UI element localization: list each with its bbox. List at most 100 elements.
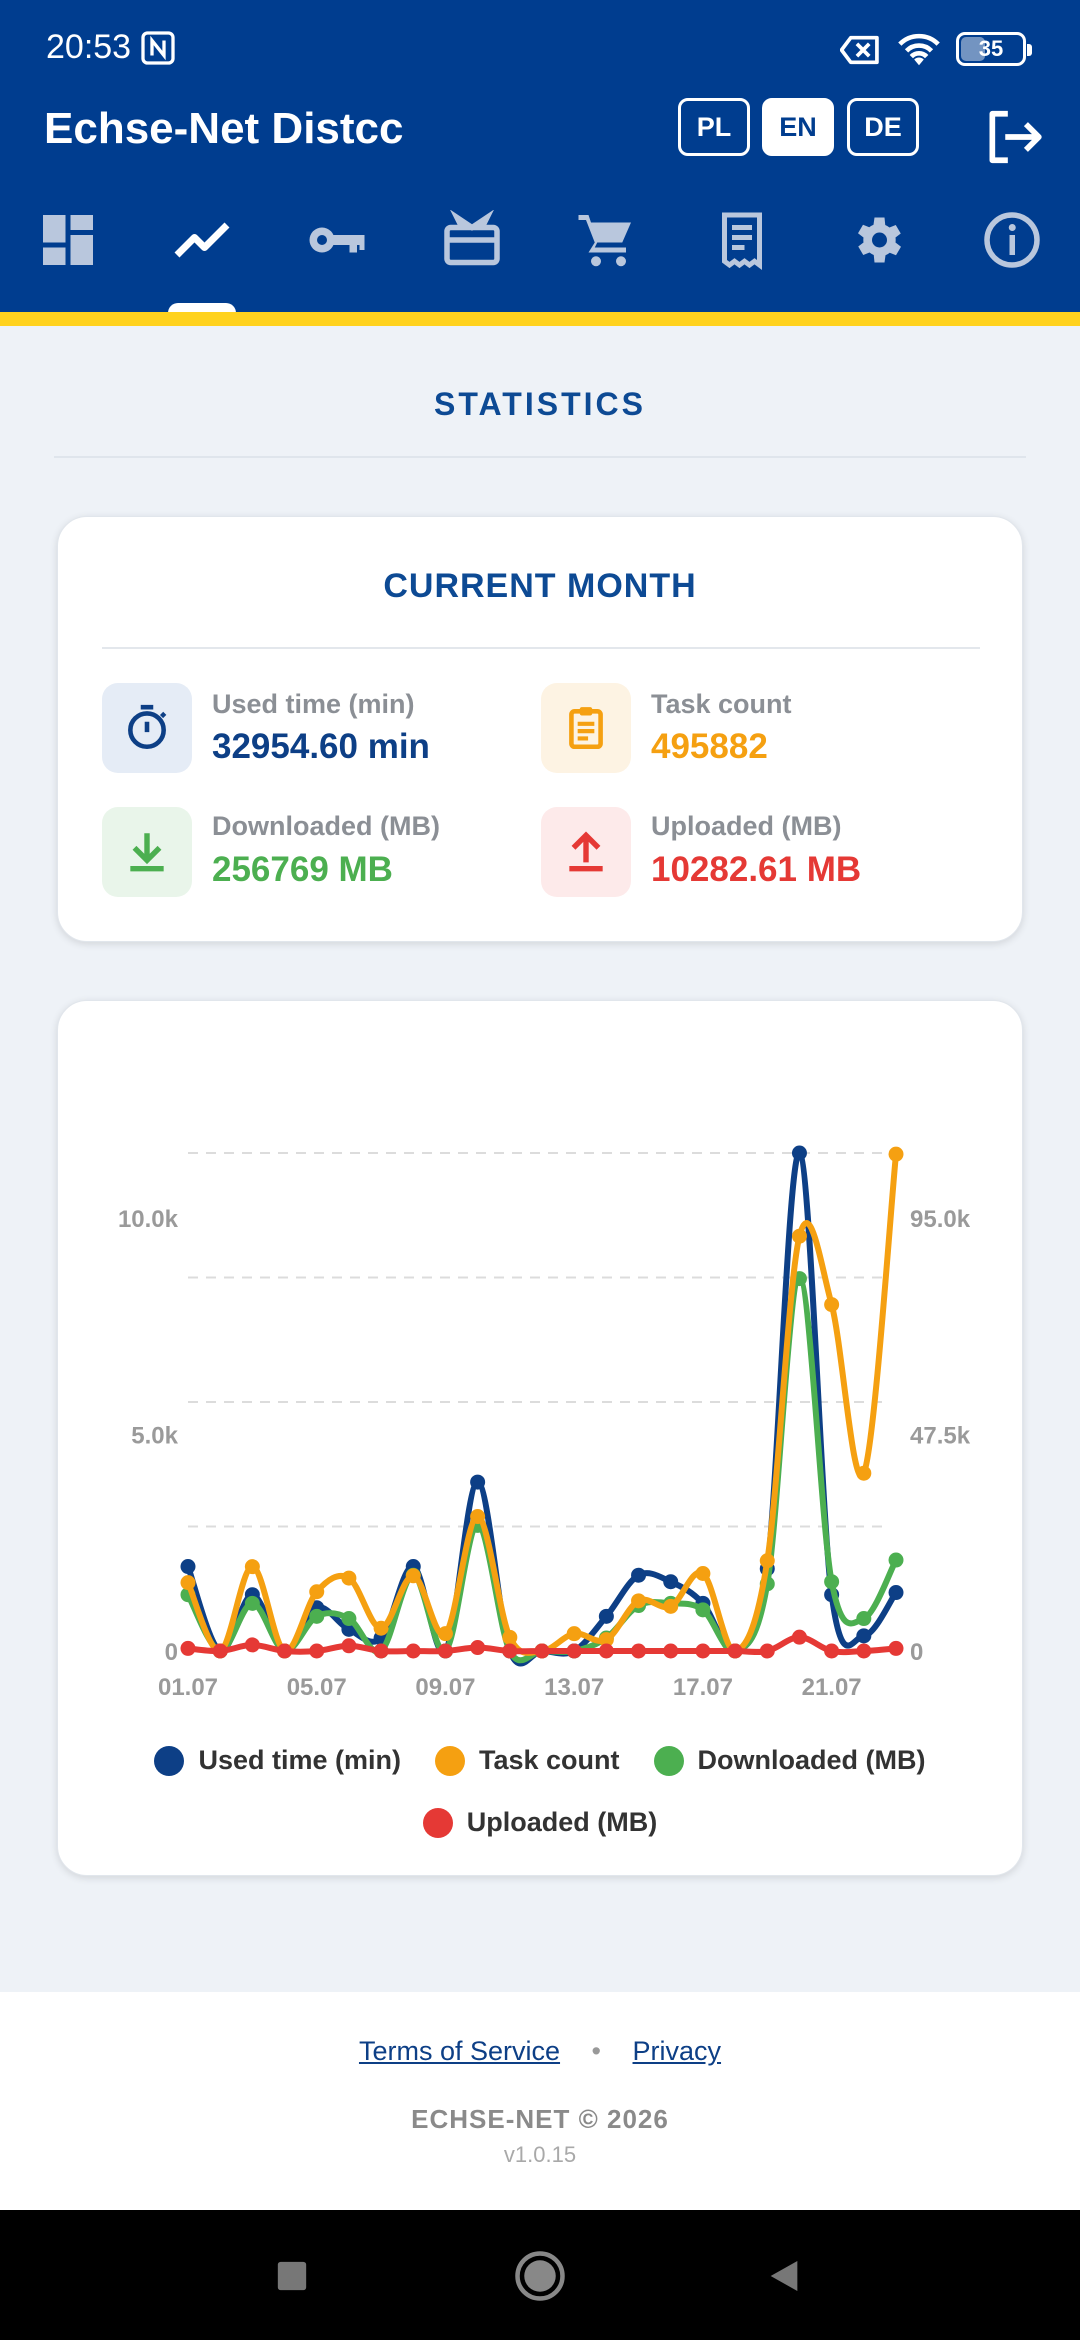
y-right-tick-label: 95.0k xyxy=(910,1206,971,1233)
cart-icon xyxy=(578,215,631,267)
copyright: ECHSE-NET © 2026 xyxy=(411,2104,669,2134)
tab-shop[interactable] xyxy=(566,200,646,280)
data-point-uploaded-mb xyxy=(759,1643,775,1659)
status-bar: 20:53 35 xyxy=(0,0,1080,100)
data-point-downloaded-mb xyxy=(244,1595,260,1611)
wifi-icon xyxy=(898,33,940,66)
data-point-used-time-min xyxy=(888,1585,904,1601)
chart-legend-row-2: Uploaded (MB) xyxy=(58,1807,1022,1838)
page-title: STATISTICS xyxy=(434,386,646,422)
data-point-task-count xyxy=(791,1228,807,1244)
logout-icon[interactable] xyxy=(982,106,1044,168)
lang-button-pl[interactable]: PL xyxy=(678,98,750,156)
legend-item[interactable]: Task count xyxy=(435,1745,620,1776)
app-title: Echse-Net Distcc xyxy=(44,104,404,153)
data-point-uploaded-mb xyxy=(791,1629,807,1645)
used-time-icon-box xyxy=(102,683,192,773)
lang-button-de[interactable]: DE xyxy=(847,98,919,156)
tab-vouchers[interactable] xyxy=(432,200,512,280)
statistics-icon xyxy=(174,222,230,258)
data-point-task-count xyxy=(631,1593,647,1609)
back-button[interactable] xyxy=(756,2248,812,2304)
legend-item[interactable]: Used time (min) xyxy=(154,1745,401,1776)
privacy-link[interactable]: Privacy xyxy=(632,2036,722,2066)
legend-item[interactable]: Uploaded (MB) xyxy=(422,1807,657,1838)
uploaded-value: 10282.61 MB xyxy=(651,850,862,889)
data-point-task-count xyxy=(663,1598,679,1614)
circle-icon xyxy=(515,2251,565,2301)
data-point-uploaded-mb xyxy=(566,1643,582,1659)
x-tick-label: 05.07 xyxy=(287,1674,347,1701)
system-navigation-bar xyxy=(0,2210,1080,2340)
triangle-back-icon xyxy=(770,2261,798,2291)
data-point-used-time-min xyxy=(631,1567,647,1583)
tab-statistics[interactable] xyxy=(162,200,242,280)
data-point-used-time-min xyxy=(180,1559,196,1575)
data-point-downloaded-mb xyxy=(888,1552,904,1568)
data-point-task-count xyxy=(695,1566,711,1582)
data-point-task-count xyxy=(180,1575,196,1591)
sim-error-icon xyxy=(840,35,879,65)
divider xyxy=(102,647,980,649)
x-tick-label: 17.07 xyxy=(673,1674,733,1701)
app-version: v1.0.15 xyxy=(503,2142,577,2167)
y-right-tick-label: 0 xyxy=(910,1639,923,1666)
divider xyxy=(54,456,1026,458)
data-point-uploaded-mb xyxy=(405,1643,421,1659)
data-point-uploaded-mb xyxy=(824,1643,840,1659)
task-count-value: 495882 xyxy=(651,727,768,766)
stat-label: Used time (min) xyxy=(212,689,415,719)
data-point-used-time-min xyxy=(470,1474,486,1490)
data-point-downloaded-mb xyxy=(309,1608,325,1624)
tab-settings[interactable] xyxy=(837,200,917,280)
footer-separator: • xyxy=(591,2036,601,2066)
data-point-used-time-min xyxy=(598,1608,614,1624)
stat-label: Task count xyxy=(651,689,792,719)
lang-button-en[interactable]: EN xyxy=(762,98,834,156)
data-point-downloaded-mb xyxy=(824,1574,840,1590)
data-point-downloaded-mb xyxy=(695,1602,711,1618)
series-line-used-time-min xyxy=(185,1149,899,1667)
downloaded-icon-box xyxy=(102,807,192,897)
info-icon xyxy=(984,212,1040,268)
uploaded-icon-box xyxy=(541,807,631,897)
data-point-uploaded-mb xyxy=(277,1643,293,1659)
data-point-task-count xyxy=(437,1626,453,1642)
data-point-task-count xyxy=(566,1626,582,1642)
data-point-task-count xyxy=(341,1570,357,1586)
data-point-used-time-min xyxy=(791,1145,807,1161)
card-title: CURRENT MONTH xyxy=(383,567,697,605)
data-point-uploaded-mb xyxy=(663,1643,679,1659)
terms-link[interactable]: Terms of Service xyxy=(358,2036,561,2066)
data-point-uploaded-mb xyxy=(888,1640,904,1656)
data-point-uploaded-mb xyxy=(856,1643,872,1659)
x-tick-label: 13.07 xyxy=(544,1674,604,1701)
data-point-uploaded-mb xyxy=(534,1643,550,1659)
data-point-uploaded-mb xyxy=(180,1640,196,1656)
tab-invoices[interactable] xyxy=(702,200,782,280)
data-point-task-count xyxy=(856,1465,872,1481)
app-header: 20:53 35 Echse-Net Distcc PL EN DE xyxy=(0,0,1080,315)
footer-links: Terms of Service • Privacy xyxy=(0,2036,1080,2067)
tab-info[interactable] xyxy=(972,200,1052,280)
square-icon xyxy=(277,2261,307,2291)
tab-keys[interactable] xyxy=(297,200,377,280)
data-point-task-count xyxy=(244,1559,260,1575)
recents-button[interactable] xyxy=(264,2248,320,2304)
tab-dashboard[interactable] xyxy=(28,200,108,280)
key-icon xyxy=(309,227,365,253)
y-left-tick-label: 10.0k xyxy=(118,1206,179,1233)
x-tick-label: 21.07 xyxy=(802,1674,862,1701)
y-left-tick-label: 5.0k xyxy=(131,1422,178,1449)
home-button[interactable] xyxy=(512,2248,568,2304)
clipboard-icon xyxy=(569,707,603,750)
y-left-tick-label: 0 xyxy=(165,1639,178,1666)
legend-item[interactable]: Downloaded (MB) xyxy=(653,1745,926,1776)
data-point-uploaded-mb xyxy=(695,1643,711,1659)
status-time: 20:53 xyxy=(46,28,132,66)
data-point-task-count xyxy=(470,1509,486,1525)
data-point-task-count xyxy=(309,1584,325,1600)
data-point-uploaded-mb xyxy=(244,1637,260,1653)
data-point-task-count xyxy=(824,1297,840,1313)
current-month-card: CURRENT MONTH Used time (min) 32954.60 m… xyxy=(57,516,1023,942)
